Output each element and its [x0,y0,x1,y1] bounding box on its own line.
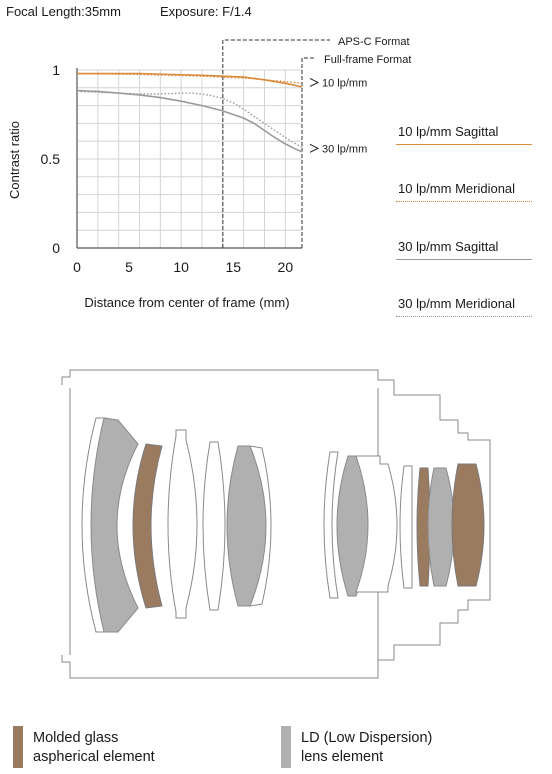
series-30-meridional [76,90,303,149]
lens-barrel-outline [61,369,491,679]
mtf-chart: 0 5 10 15 20 0 0.5 1 APS-C Format Full-frame For… [7,36,411,310]
x-axis-label: Distance from center of frame (mm) [84,295,289,310]
lens-element-5-ld [226,445,267,607]
lens-element-4-clear [202,441,226,611]
legend-label-10-sagittal: 10 lp/mm Sagittal [398,124,499,139]
ld-glass-label-line1: LD (Low Dispersion) [301,730,433,746]
exposure-label: Exposure: F/1.4 [160,4,252,19]
x-tick-label: 20 [278,259,294,275]
full-frame-boundary [301,57,316,248]
lens-element-3-clear [167,429,198,619]
label-10-lp-mm: 10 lp/mm [322,77,367,89]
legend-line-10-sagittal [396,144,532,145]
lens-element-5-flange [249,445,272,607]
lens-element-11-ld [427,467,455,587]
series-30-sagittal [76,89,303,153]
lens-element-8-clear [355,455,398,593]
legend-line-30-sagittal [396,259,532,260]
molded-glass-swatch [13,726,23,768]
x-tick-label: 5 [125,259,133,275]
series-10-meridional [76,72,303,84]
ld-glass-label-line2: lens element [301,749,384,765]
lens-element-12-molded [451,463,485,587]
aps-c-format-label: APS-C Format [338,36,410,48]
y-tick-label: 0.5 [41,151,61,167]
lens-diagram [61,369,491,679]
lens-element-6-clear [323,451,339,599]
full-frame-format-label: Full-frame Format [324,54,411,66]
chevron-right-icon [309,78,320,87]
lens-element-9-clear [399,465,413,589]
lens-element-2-molded [132,443,163,609]
focal-length-label: Focal Length:35mm [6,4,121,19]
legend-label-30-meridional: 30 lp/mm Meridional [398,296,516,311]
label-30-lp-mm: 30 lp/mm [322,143,367,155]
lens-element-1-ld [90,417,139,633]
legend-line-10-meridional [396,201,532,202]
y-axis-label: Contrast ratio [7,121,22,199]
legend-label-30-sagittal: 30 lp/mm Sagittal [398,239,499,254]
x-tick-label: 15 [225,259,241,275]
legend-label-10-meridional: 10 lp/mm Meridional [398,181,516,196]
x-tick-label: 10 [173,259,189,275]
molded-glass-label-line2: aspherical element [33,749,155,765]
molded-glass-label-line1: Molded glass [33,730,119,746]
y-tick-label: 1 [52,62,60,78]
ld-glass-swatch [281,726,291,768]
legend-line-30-meridional [396,316,532,317]
chevron-right-icon [309,143,320,153]
y-tick-label: 0 [52,240,60,256]
aps-c-boundary [222,39,330,248]
x-tick-label: 0 [73,259,81,275]
